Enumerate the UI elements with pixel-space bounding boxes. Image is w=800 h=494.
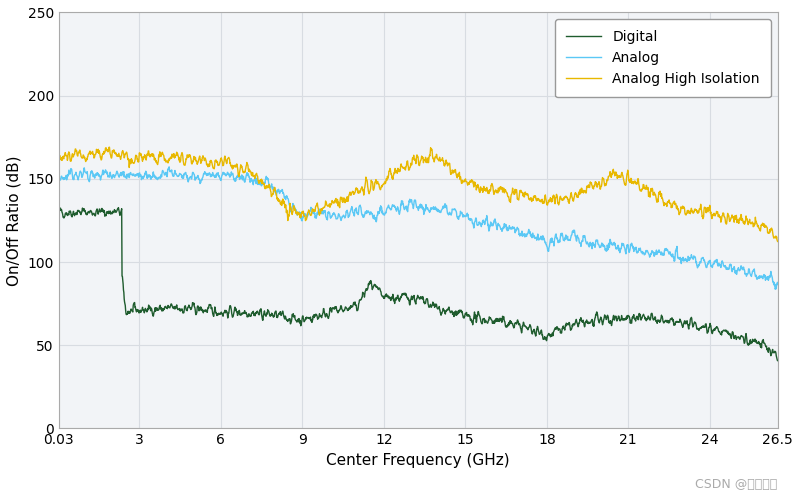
Digital xyxy=(54,208,63,214)
Analog High Isolation xyxy=(620,181,630,187)
Analog High Isolation xyxy=(773,239,782,245)
Analog xyxy=(773,280,782,286)
Digital xyxy=(773,358,782,364)
Analog xyxy=(620,248,630,254)
Text: CSDN @东枫科技: CSDN @东枫科技 xyxy=(695,478,778,492)
Digital xyxy=(90,213,100,219)
Analog High Isolation xyxy=(752,220,762,226)
Analog High Isolation xyxy=(385,168,394,174)
Analog High Isolation xyxy=(90,151,100,157)
Analog High Isolation xyxy=(752,221,762,227)
Analog xyxy=(385,205,394,211)
X-axis label: Center Frequency (GHz): Center Frequency (GHz) xyxy=(326,453,510,468)
Analog High Isolation xyxy=(404,167,414,173)
Analog High Isolation xyxy=(54,152,63,158)
Analog xyxy=(770,286,780,292)
Digital xyxy=(404,297,414,303)
Digital xyxy=(752,339,762,345)
Analog xyxy=(752,276,762,282)
Legend: Digital, Analog, Analog High Isolation: Digital, Analog, Analog High Isolation xyxy=(555,19,770,97)
Analog xyxy=(752,276,762,282)
Line: Analog High Isolation: Analog High Isolation xyxy=(58,147,778,242)
Y-axis label: On/Off Ratio (dB): On/Off Ratio (dB) xyxy=(7,155,22,286)
Analog xyxy=(54,174,63,180)
Analog xyxy=(90,172,100,178)
Line: Analog: Analog xyxy=(58,167,778,289)
Analog High Isolation xyxy=(105,144,114,150)
Line: Digital: Digital xyxy=(58,207,778,361)
Digital xyxy=(752,340,762,346)
Digital xyxy=(385,295,394,301)
Analog xyxy=(404,202,414,208)
Digital xyxy=(620,316,630,322)
Analog xyxy=(164,164,174,170)
Digital xyxy=(114,205,123,210)
